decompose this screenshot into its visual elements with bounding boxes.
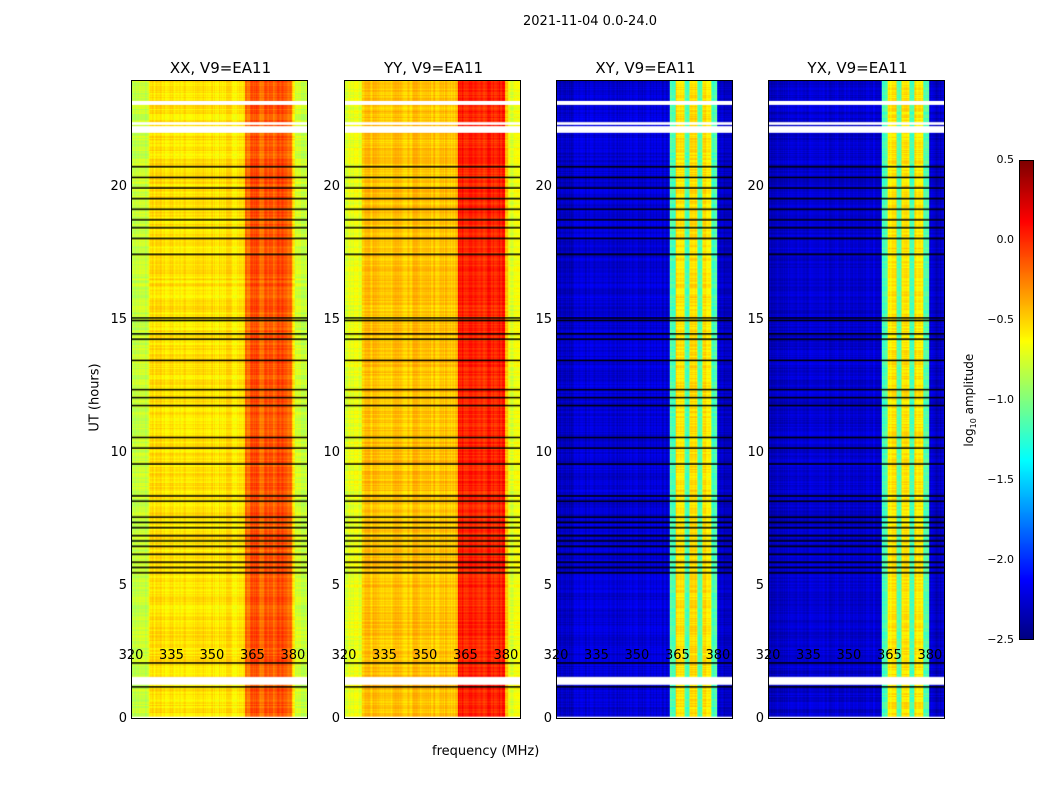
colorbar-tick-label: −0.5 <box>987 313 1014 326</box>
x-tick-label: 335 <box>159 648 184 663</box>
x-tick-label: 380 <box>280 648 306 663</box>
y-tick-label: 20 <box>110 178 127 194</box>
x-tick-label: 320 <box>755 648 781 663</box>
heatmap-image <box>345 81 520 718</box>
y-tick-label: 20 <box>747 178 764 194</box>
y-tick-label: 15 <box>110 311 127 327</box>
y-tick-label: 15 <box>323 311 340 327</box>
colorbar-tick-label: 0.5 <box>996 153 1015 166</box>
x-tick-label: 380 <box>917 648 943 663</box>
x-tick-label: 320 <box>543 648 569 663</box>
y-tick-label: 5 <box>543 577 552 593</box>
x-tick-label: 365 <box>876 648 902 663</box>
y-tick-label: 5 <box>755 577 764 593</box>
panel-title: XY, V9=EA11 <box>595 59 696 77</box>
x-tick-label: 320 <box>331 648 357 663</box>
x-tick-label: 380 <box>705 648 731 663</box>
figure-title: 2021-11-04 0.0-24.0 <box>523 14 657 29</box>
colorbar-tick-label: −2.0 <box>987 553 1014 566</box>
y-tick-label: 0 <box>118 711 127 726</box>
y-tick-label: 5 <box>118 577 127 593</box>
y-tick-label: 0 <box>331 711 340 726</box>
x-tick-label: 350 <box>199 648 225 663</box>
colorbar-tick-label: 0.0 <box>996 233 1015 246</box>
panel-title: XX, V9=EA11 <box>169 59 272 77</box>
x-tick-label: 350 <box>836 648 862 663</box>
x-tick-label: 335 <box>372 648 397 663</box>
heatmap-image <box>132 81 307 718</box>
colorbar-label: log10 amplitude <box>961 353 979 447</box>
y-tick-label: 0 <box>755 711 764 726</box>
x-tick-label: 365 <box>452 648 478 663</box>
heatmap-image <box>557 81 732 718</box>
panel-title: YY, V9=EA11 <box>383 59 484 77</box>
y-tick-label: 20 <box>323 178 340 194</box>
y-tick-label: 15 <box>747 311 764 327</box>
colorbar-tick-label: −2.5 <box>987 633 1014 646</box>
x-tick-label: 365 <box>664 648 690 663</box>
y-tick-label: 0 <box>543 711 552 726</box>
colorbar-tick-label: −1.0 <box>987 393 1014 406</box>
colorbar-tick-label: −1.5 <box>987 473 1014 486</box>
colorbar <box>1019 160 1034 640</box>
y-tick-label: 15 <box>535 311 552 327</box>
x-tick-label: 365 <box>239 648 265 663</box>
y-tick-label: 10 <box>110 444 127 460</box>
y-tick-label: 10 <box>535 444 552 460</box>
x-tick-label: 335 <box>796 648 821 663</box>
x-tick-label: 380 <box>493 648 519 663</box>
x-tick-label: 335 <box>584 648 609 663</box>
heatmap-panel: XY, V9=EA11 <box>556 59 733 719</box>
x-tick-label: 350 <box>412 648 438 663</box>
heatmap-image <box>769 81 944 718</box>
y-tick-label: 5 <box>331 577 340 593</box>
x-axis-label: frequency (MHz) <box>432 744 540 759</box>
panel-title: YX, V9=EA11 <box>807 59 908 77</box>
heatmap-panel: XX, V9=EA11 <box>131 59 308 719</box>
heatmap-panel: YX, V9=EA11 <box>768 59 945 719</box>
x-tick-label: 350 <box>624 648 650 663</box>
heatmap-panel: YY, V9=EA11 <box>344 59 521 719</box>
y-tick-label: 10 <box>747 444 764 460</box>
y-tick-label: 20 <box>535 178 552 194</box>
y-tick-label: 10 <box>323 444 340 460</box>
x-tick-label: 320 <box>118 648 144 663</box>
